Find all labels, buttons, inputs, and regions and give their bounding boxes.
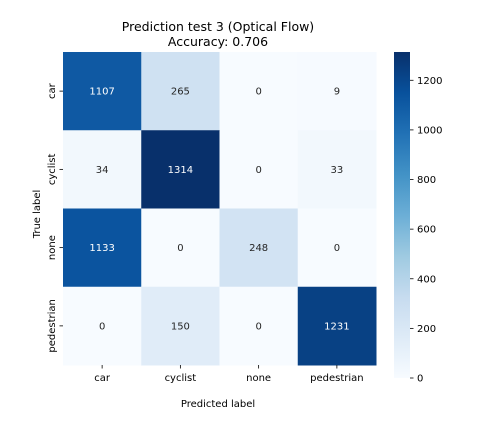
heatmap-cell-2-0: [63, 208, 142, 288]
chart-title: Prediction test 3 (Optical Flow): [122, 19, 314, 34]
colorbar-ticks: 0 200 400 600 800 1000 1200: [410, 76, 442, 385]
heatmap-cell-0-2: [219, 52, 299, 131]
heatmap-cell-1-2: [219, 130, 299, 209]
cell-value-label: 150: [171, 321, 190, 332]
cell-value-label: 0: [255, 321, 261, 332]
x-tick-label: pedestrian: [310, 373, 364, 384]
heatmap-cell-3-0: [63, 286, 142, 366]
cell-value-label: 33: [331, 165, 344, 176]
heatmap-cell-1-1: [141, 130, 220, 209]
heatmap-cell-0-1: [141, 52, 220, 131]
cell-value-label: 1107: [89, 87, 114, 98]
colorbar-tick-label: 0: [417, 374, 423, 385]
cell-value-label: 0: [99, 321, 105, 332]
x-axis-label: Predicted label: [181, 399, 255, 410]
cell-value-label: 1314: [168, 165, 193, 176]
x-tick-label: cyclist: [165, 373, 197, 384]
cell-value-label: 34: [96, 165, 109, 176]
y-tick-label: pedestrian: [47, 299, 58, 353]
y-axis-label: True label: [32, 190, 43, 240]
y-tick-label: none: [47, 235, 58, 260]
colorbar-tick-label: 1200: [417, 76, 442, 87]
heatmap-cell-0-3: [297, 52, 377, 131]
chart-subtitle: Accuracy: 0.706: [168, 34, 268, 49]
cell-value-label: 248: [249, 243, 268, 254]
heatmap-cell-1-0: [63, 130, 142, 209]
cell-value-label: 265: [171, 87, 190, 98]
heatmap-cell-3-2: [219, 286, 299, 366]
cell-value-label: 1231: [324, 321, 349, 332]
y-axis: car cyclist none pedestrian: [47, 82, 63, 353]
cell-value-label: 9: [334, 87, 340, 98]
heatmap-cell-3-1: [141, 286, 220, 366]
cell-value-label: 0: [255, 165, 261, 176]
cell-value-label: 1133: [89, 243, 114, 254]
y-tick-label: car: [47, 82, 58, 99]
heatmap-cell-2-2: [219, 208, 299, 288]
colorbar-tick-label: 600: [417, 225, 436, 236]
x-tick-label: car: [94, 373, 111, 384]
colorbar-tick-label: 800: [417, 175, 436, 186]
x-tick-label: none: [246, 373, 271, 384]
heatmap-cells: 1107 265 0 9 34 1314 0 33 1133 0 248 0 0 150 0 1231: [63, 52, 377, 366]
colorbar-tick-label: 200: [417, 324, 436, 335]
cell-value-label: 0: [334, 243, 340, 254]
cell-value-label: 0: [255, 87, 261, 98]
colorbar-tick-label: 400: [417, 274, 436, 285]
heatmap-cell-1-3: [297, 130, 377, 209]
heatmap-cell-2-3: [297, 208, 377, 288]
y-tick-label: cyclist: [47, 153, 58, 185]
x-axis: car cyclist none pedestrian: [94, 365, 364, 384]
colorbar-tick-label: 1000: [417, 125, 442, 136]
heatmap-cell-2-1: [141, 208, 220, 288]
heatmap-cell-3-3: [297, 286, 377, 366]
heatmap-cell-0-0: [63, 52, 142, 131]
colorbar: [394, 52, 410, 378]
cell-value-label: 0: [177, 243, 183, 254]
